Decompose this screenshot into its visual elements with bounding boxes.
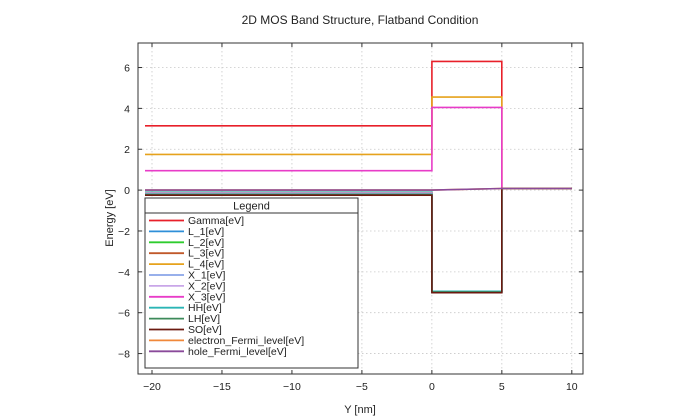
x-tick-label: −5 — [356, 381, 368, 393]
x-axis-label: Y [nm] — [344, 404, 376, 416]
y-tick-label: 6 — [124, 63, 130, 75]
legend-entry-label: L_4[eV] — [188, 259, 224, 271]
x-tick-label: 10 — [566, 381, 578, 393]
y-tick-label: 0 — [124, 185, 130, 197]
series-line-12 — [145, 187, 572, 191]
y-tick-label: 4 — [124, 103, 130, 115]
legend: Legend Gamma[eV]L_1[eV]L_2[eV]L_3[eV]L_4[… — [144, 197, 359, 369]
chart-title: 2D MOS Band Structure, Flatband Conditio… — [242, 13, 479, 27]
legend-entry-label: electron_Fermi_level[eV] — [188, 335, 304, 347]
x-tick-label: 0 — [429, 381, 435, 393]
y-tick-label: −6 — [118, 308, 130, 320]
x-tick-label: −20 — [143, 381, 161, 393]
series-line-0 — [145, 60, 572, 190]
y-axis-label: Energy [eV] — [104, 189, 116, 246]
y-tick-label: 2 — [124, 144, 130, 156]
legend-entry-label: X_2[eV] — [188, 280, 225, 292]
x-tick-label: −15 — [213, 381, 231, 393]
plot-frame — [137, 42, 584, 375]
y-tick-label: −4 — [118, 267, 130, 279]
legend-entry-label: L_3[eV] — [188, 248, 224, 260]
x-tick-label: 5 — [499, 381, 505, 393]
legend-entry-label: Gamma[eV] — [188, 215, 244, 227]
legend-entry-label: L_1[eV] — [188, 226, 224, 238]
legend-entry-label: LH[eV] — [188, 313, 220, 325]
legend-entry-label: L_2[eV] — [188, 237, 224, 249]
series-line-4 — [145, 96, 572, 190]
legend-entry-label: X_1[eV] — [188, 270, 225, 282]
y-tick-label: −8 — [118, 349, 130, 361]
legend-entry-label: HH[eV] — [188, 302, 222, 314]
legend-entry-label: SO[eV] — [188, 324, 222, 336]
legend-entry-label: hole_Fermi_level[eV] — [188, 346, 287, 358]
series-line-7 — [145, 106, 572, 190]
y-tick-label: −2 — [118, 226, 130, 238]
legend-entry-label: X_3[eV] — [188, 291, 225, 303]
x-tick-label: −10 — [283, 381, 301, 393]
legend-title: Legend — [233, 201, 270, 213]
series-lines — [145, 60, 572, 294]
